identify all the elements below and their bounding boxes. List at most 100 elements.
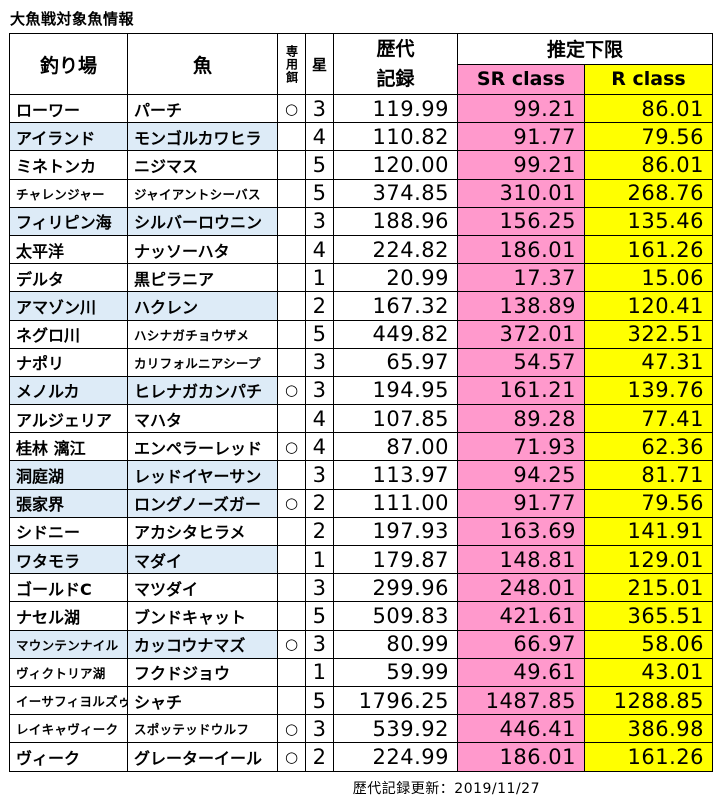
r-class-cell: 268.76	[583, 178, 714, 208]
r-class-cell: 129.01	[583, 544, 714, 575]
star-cell: 3	[305, 629, 334, 659]
r-class-cell: 139.76	[583, 375, 714, 406]
fish-cell: パーチ	[127, 93, 278, 124]
table-row: 太平洋 ナッソーハタ 4 224.82 186.01 161.26	[9, 234, 714, 265]
star-cell: 5	[305, 685, 334, 716]
sr-class-cell: 89.28	[457, 404, 585, 434]
sr-class-cell: 163.69	[457, 516, 585, 547]
sr-class-cell: 148.81	[457, 544, 585, 575]
star-cell: 1	[305, 657, 334, 687]
fish-table: 釣り場 魚 専用餌 星 歴代 記録 推定下限 SR class R class …	[9, 33, 714, 772]
sr-class-cell: 99.21	[457, 93, 585, 124]
bait-cell: ○	[277, 488, 306, 518]
r-class-cell: 365.51	[583, 601, 714, 631]
fish-cell: グレーターイール	[127, 742, 278, 772]
r-class-cell: 79.56	[583, 122, 714, 152]
table-row: ナポリ カリフォルニアシープ 3 65.97 54.57 47.31	[9, 347, 714, 377]
bait-cell	[277, 347, 306, 377]
star-cell: 5	[305, 319, 334, 349]
header-sr-class: SR class	[457, 63, 585, 95]
table-row: フィリピン海 シルバーロウニン 3 188.96 156.25 135.46	[9, 206, 714, 236]
location-cell: ナポリ	[9, 347, 128, 377]
record-cell: 194.95	[333, 375, 458, 406]
r-class-cell: 215.01	[583, 573, 714, 603]
star-cell: 2	[305, 516, 334, 547]
fish-cell: マツダイ	[127, 573, 278, 603]
r-class-cell: 15.06	[583, 263, 714, 293]
record-cell: 197.93	[333, 516, 458, 547]
record-cell: 224.99	[333, 742, 458, 772]
table-row: ゴールドC マツダイ 3 299.96 248.01 215.01	[9, 573, 714, 603]
location-cell: ナセル湖	[9, 601, 128, 631]
location-cell: チャレンジャー	[9, 178, 128, 208]
r-class-cell: 77.41	[583, 404, 714, 434]
header-fish: 魚	[127, 33, 278, 95]
bait-cell	[277, 291, 306, 321]
header-record-line1: 歴代	[376, 38, 415, 60]
table-row: メノルカ ヒレナガカンパチ ○ 3 194.95 161.21 139.76	[9, 375, 714, 406]
header-limit: 推定下限	[456, 33, 714, 65]
record-cell: 299.96	[333, 573, 458, 603]
fish-cell: エンペラーレッド	[127, 432, 278, 462]
location-cell: アマゾン川	[9, 291, 128, 321]
sr-class-cell: 99.21	[457, 150, 585, 180]
record-cell: 20.99	[333, 263, 458, 293]
sr-class-cell: 138.89	[457, 291, 585, 321]
r-class-cell: 81.71	[583, 460, 714, 490]
record-cell: 224.82	[333, 234, 458, 265]
star-cell: 3	[305, 573, 334, 603]
fish-cell: マハタ	[127, 404, 278, 434]
record-cell: 113.97	[333, 460, 458, 490]
star-cell: 4	[305, 404, 334, 434]
bait-cell: ○	[277, 432, 306, 462]
bait-cell	[277, 460, 306, 490]
sr-class-cell: 161.21	[457, 375, 585, 406]
header-record: 歴代 記録	[333, 33, 458, 95]
page-title: 大魚戦対象魚情報	[10, 10, 135, 28]
fish-cell: ハクレン	[127, 291, 278, 321]
sr-class-cell: 91.77	[457, 122, 585, 152]
star-cell: 2	[305, 488, 334, 518]
sr-class-cell: 54.57	[457, 347, 585, 377]
r-class-cell: 161.26	[583, 742, 714, 772]
fish-cell: シルバーロウニン	[127, 206, 278, 236]
table-row: レイキャヴィーク スポッテッドウルフ ○ 3 539.92 446.41 386.98	[9, 714, 714, 744]
record-cell: 449.82	[333, 319, 458, 349]
bait-cell	[277, 319, 306, 349]
r-class-cell: 1288.85	[583, 685, 714, 716]
header-bait-text: 専用餌	[284, 44, 299, 84]
table-row: デルタ 黒ピラニア 1 20.99 17.37 15.06	[9, 263, 714, 293]
record-cell: 188.96	[333, 206, 458, 236]
table-row: ローワー パーチ ○ 3 119.99 99.21 86.01	[9, 93, 714, 124]
table-row: アマゾン川 ハクレン 2 167.32 138.89 120.41	[9, 291, 714, 321]
location-cell: ワタモラ	[9, 544, 128, 575]
bait-cell: ○	[277, 375, 306, 406]
fish-cell: ブンドキャット	[127, 601, 278, 631]
fish-cell: マダイ	[127, 544, 278, 575]
fish-cell: ニジマス	[127, 150, 278, 180]
bait-cell	[277, 657, 306, 687]
location-cell: ゴールドC	[9, 573, 128, 603]
star-cell: 2	[305, 291, 334, 321]
bait-cell	[277, 234, 306, 265]
sr-class-cell: 310.01	[457, 178, 585, 208]
location-cell: ローワー	[9, 93, 128, 124]
location-cell: アルジェリア	[9, 404, 128, 434]
record-cell: 120.00	[333, 150, 458, 180]
r-class-cell: 120.41	[583, 291, 714, 321]
star-cell: 4	[305, 122, 334, 152]
star-cell: 4	[305, 234, 334, 265]
star-cell: 3	[305, 714, 334, 744]
location-cell: ヴィーク	[9, 742, 128, 772]
location-cell: 桂林 漓江	[9, 432, 128, 462]
table-row: ヴィクトリア湖 フクドジョウ 1 59.99 49.61 43.01	[9, 657, 714, 687]
record-cell: 179.87	[333, 544, 458, 575]
star-cell: 3	[305, 460, 334, 490]
sr-class-cell: 186.01	[457, 234, 585, 265]
table-row: ネグロ川 ハシナガチョウザメ 5 449.82 372.01 322.51	[9, 319, 714, 349]
location-cell: 洞庭湖	[9, 460, 128, 490]
location-cell: メノルカ	[9, 375, 128, 406]
star-cell: 1	[305, 263, 334, 293]
table-row: ナセル湖 ブンドキャット 5 509.83 421.61 365.51	[9, 601, 714, 631]
